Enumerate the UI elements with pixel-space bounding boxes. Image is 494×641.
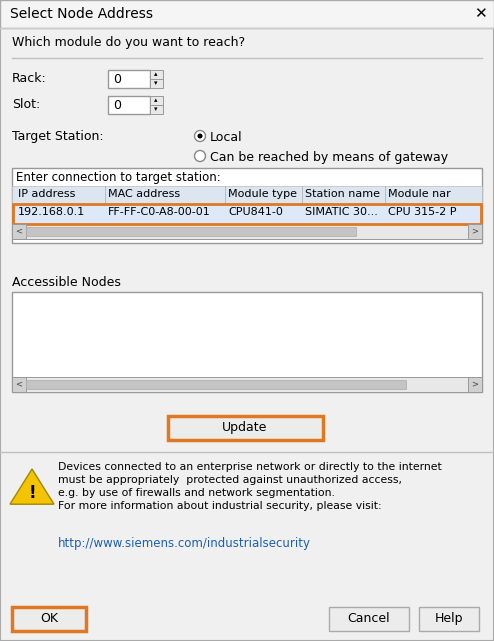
Text: !: !: [28, 484, 36, 502]
Text: OK: OK: [40, 612, 58, 625]
Bar: [12, 168, 482, 243]
Bar: [12, 377, 26, 392]
Text: <: <: [15, 379, 23, 388]
Text: CPU 315-2 P: CPU 315-2 P: [388, 207, 456, 217]
Text: Station name: Station name: [305, 189, 380, 199]
Text: >: >: [471, 379, 479, 388]
Bar: [468, 377, 482, 392]
Bar: [419, 607, 479, 631]
Bar: [150, 79, 163, 88]
Bar: [329, 607, 409, 631]
Bar: [150, 105, 163, 114]
Text: e.g. by use of firewalls and network segmentation.: e.g. by use of firewalls and network seg…: [58, 488, 335, 498]
Text: <: <: [15, 226, 23, 235]
Text: Which module do you want to reach?: Which module do you want to reach?: [12, 36, 245, 49]
Text: Accessible Nodes: Accessible Nodes: [12, 276, 121, 289]
Bar: [26, 380, 406, 389]
Bar: [150, 70, 163, 79]
Text: >: >: [471, 226, 479, 235]
Text: Update: Update: [222, 421, 268, 434]
Text: FF-FF-C0-A8-00-01: FF-FF-C0-A8-00-01: [108, 207, 211, 217]
Text: ▴: ▴: [154, 71, 158, 77]
Text: For more information about industrial security, please visit:: For more information about industrial se…: [58, 501, 382, 511]
Text: Cancel: Cancel: [348, 612, 390, 625]
Circle shape: [195, 131, 206, 142]
Text: SIMATIC 30...: SIMATIC 30...: [305, 207, 378, 217]
Bar: [12, 186, 482, 204]
Bar: [12, 292, 482, 392]
Text: must be appropriately  protected against unauthorized access,: must be appropriately protected against …: [58, 475, 402, 485]
Bar: [12, 224, 26, 239]
Text: Local: Local: [210, 131, 243, 144]
Bar: [12, 377, 482, 392]
Bar: [12, 224, 482, 239]
Circle shape: [198, 133, 203, 138]
Text: IP address: IP address: [18, 189, 76, 199]
Text: 0: 0: [113, 73, 121, 86]
Text: Help: Help: [435, 612, 463, 625]
Text: 0: 0: [113, 99, 121, 112]
Text: Select Node Address: Select Node Address: [10, 7, 153, 21]
Text: 192.168.0.1: 192.168.0.1: [18, 207, 85, 217]
Text: Slot:: Slot:: [12, 98, 40, 111]
Text: CPU841-0: CPU841-0: [228, 207, 283, 217]
Bar: [468, 224, 482, 239]
Text: Enter connection to target station:: Enter connection to target station:: [16, 171, 221, 184]
Bar: [13, 204, 481, 224]
Bar: [108, 70, 150, 88]
Text: Devices connected to an enterprise network or directly to the internet: Devices connected to an enterprise netwo…: [58, 462, 442, 472]
Bar: [108, 96, 150, 114]
Text: MAC address: MAC address: [108, 189, 180, 199]
Polygon shape: [10, 469, 54, 504]
Text: Can be reached by means of gateway: Can be reached by means of gateway: [210, 151, 448, 164]
Text: Module nar: Module nar: [388, 189, 451, 199]
Text: http://www.siemens.com/industrialsecurity: http://www.siemens.com/industrialsecurit…: [58, 537, 311, 550]
Bar: [12, 607, 86, 631]
Text: Rack:: Rack:: [12, 72, 47, 85]
Bar: [168, 416, 323, 440]
Text: ▾: ▾: [154, 106, 158, 112]
Bar: [26, 227, 356, 236]
Text: Module type: Module type: [228, 189, 297, 199]
Circle shape: [195, 151, 206, 162]
Bar: [150, 96, 163, 105]
Text: ▴: ▴: [154, 97, 158, 103]
Text: ▾: ▾: [154, 80, 158, 86]
Text: ✕: ✕: [474, 6, 487, 22]
Text: Target Station:: Target Station:: [12, 130, 104, 143]
Bar: [0, 0, 494, 28]
